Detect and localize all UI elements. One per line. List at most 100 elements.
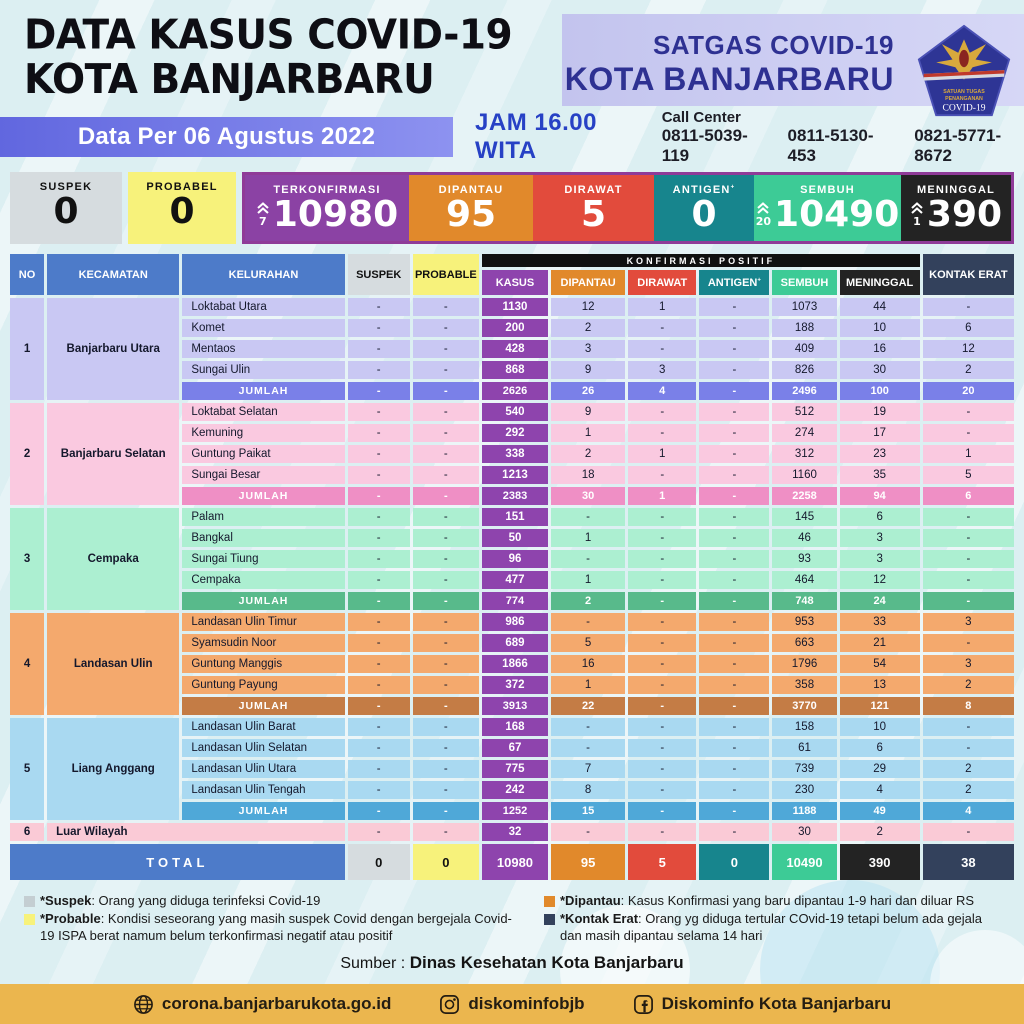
value-cell: 200 (481, 319, 549, 337)
satgas-line2: KOTA BANJARBARU (564, 61, 894, 97)
value-cell: 2 (922, 676, 1014, 694)
kelurahan-name: Landasan Ulin Timur (182, 613, 345, 631)
table-row: Mentaos - -428 3- -409 16 12 (10, 340, 1014, 358)
jumlah-value-cell: 30 (551, 487, 626, 505)
value-cell: - (699, 634, 770, 652)
value-cell: - (347, 424, 410, 442)
jumlah-value-cell: 49 (839, 802, 920, 820)
up-chevron-icon (757, 202, 770, 215)
jumlah-label: JUMLAH (182, 802, 345, 820)
value-cell: 19 (839, 403, 920, 421)
logo-text: COVID-19 (942, 102, 985, 113)
up-chevron-icon (257, 202, 269, 215)
jumlah-value-cell: 20 (922, 382, 1014, 400)
value-cell: - (628, 739, 697, 757)
card-label: TERKONFIRMASI (273, 184, 381, 196)
jumlah-value-cell: 3770 (772, 697, 837, 715)
value-cell: - (412, 298, 479, 316)
value-cell: 35 (839, 466, 920, 484)
row-number: 1 (10, 298, 45, 400)
table-row: 4 Landasan Ulin Landasan Ulin Timur - -986- -… (10, 613, 1014, 715)
value-cell: - (699, 550, 770, 568)
kelurahan-name: Loktabat Utara (182, 298, 345, 316)
jumlah-value-cell: - (628, 592, 697, 610)
kecamatan-name: Banjarbaru Utara (47, 298, 180, 400)
jumlah-value-cell: 2496 (772, 382, 837, 400)
jumlah-value-cell: 1 (628, 487, 697, 505)
value-cell: 145 (772, 508, 837, 526)
value-cell: - (551, 823, 626, 841)
value-cell: - (347, 781, 410, 799)
value-cell: - (628, 613, 697, 631)
value-cell: - (412, 550, 479, 568)
data-source: Sumber : Dinas Kesehatan Kota Banjarbaru (0, 953, 1024, 973)
jumlah-value-cell: 2 (551, 592, 626, 610)
satgas-title: SATGAS COVID-19 KOTA BANJARBARU (565, 30, 894, 98)
jumlah-row: JUMLAH - -2383 30 1-2258 94 6 (10, 487, 1014, 505)
page-title-line1: DATA KASUS COVID-19 (24, 11, 513, 59)
card-value: 1 390 (910, 196, 1002, 234)
jumlah-value-cell: 121 (839, 697, 920, 715)
value-cell: - (347, 571, 410, 589)
call-center: Call Center 0811-5039-119 0811-5130-453 … (662, 109, 1024, 165)
value-cell: - (551, 718, 626, 736)
value-cell: - (699, 655, 770, 673)
jumlah-value-cell: 2626 (481, 382, 549, 400)
table-row: Bangkal - -50 1- -46 3- (10, 529, 1014, 547)
card-value: 95 (445, 194, 497, 235)
value-cell: - (699, 613, 770, 631)
value-cell: 6 (922, 319, 1014, 337)
jumlah-value-cell: - (347, 592, 410, 610)
jumlah-value-cell: - (922, 592, 1014, 610)
card-label: ANTIGEN+ (672, 184, 736, 196)
legend: *Suspek: Orang yang diduga terinfeksi Co… (24, 893, 1000, 944)
value-cell: 12 (551, 298, 626, 316)
table-row: 6 Luar Wilayah - -32- - -30 2- (10, 823, 1014, 841)
value-cell: - (347, 529, 410, 547)
legend-right-column: *Dipantau: Kasus Konfirmasi yang baru di… (544, 893, 1000, 944)
table-row: 2 Banjarbaru Selatan Loktabat Selatan - -540… (10, 403, 1014, 505)
jumlah-value-cell: - (699, 592, 770, 610)
col-header-kontak-erat: KONTAK ERAT (922, 254, 1014, 295)
value-cell: - (347, 508, 410, 526)
value-cell: - (551, 550, 626, 568)
instagram-icon (440, 994, 460, 1014)
value-cell: - (628, 529, 697, 547)
value-cell: 338 (481, 445, 549, 463)
value-cell: - (699, 466, 770, 484)
confirmed-cards-group: TERKONFIRMASI 7 10980 DIPANTAU 95 DIRAWA… (242, 172, 1014, 244)
value-cell: 54 (839, 655, 920, 673)
total-value: 95 (551, 844, 626, 880)
jumlah-label: JUMLAH (182, 487, 345, 505)
value-cell: - (699, 445, 770, 463)
value-cell: - (412, 319, 479, 337)
value-cell: 21 (839, 634, 920, 652)
card-label: DIRAWAT (564, 184, 623, 196)
value-cell: 1 (551, 424, 626, 442)
table-row: Guntung Payung - -372 1- -358 13 2 (10, 676, 1014, 694)
value-cell: - (699, 403, 770, 421)
page-title: DATA KASUS COVID-19 KOTA BANJARBARU (24, 11, 513, 103)
value-cell: 986 (481, 613, 549, 631)
value-cell: - (628, 340, 697, 358)
value-cell: - (922, 508, 1014, 526)
jumlah-value-cell: - (699, 802, 770, 820)
value-cell: - (551, 739, 626, 757)
card-terkonfirmasi: TERKONFIRMASI 7 10980 (245, 175, 409, 241)
increase-indicator: 7 (256, 202, 270, 227)
value-cell: 23 (839, 445, 920, 463)
jumlah-value-cell: 6 (922, 487, 1014, 505)
main-value: 10980 (272, 194, 399, 235)
satgas-panel: SATGAS COVID-19 KOTA BANJARBARU SATUAN T… (562, 14, 1024, 117)
value-cell: - (412, 823, 479, 841)
value-cell: - (699, 739, 770, 757)
value-cell: 512 (772, 403, 837, 421)
value-cell: 5 (922, 466, 1014, 484)
jumlah-value-cell: 774 (481, 592, 549, 610)
jumlah-value-cell: 24 (839, 592, 920, 610)
value-cell: - (412, 466, 479, 484)
satgas-line1: SATGAS COVID-19 (652, 30, 894, 60)
kelurahan-name: Sungai Tiung (182, 550, 345, 568)
value-cell: 33 (839, 613, 920, 631)
value-cell: - (412, 781, 479, 799)
